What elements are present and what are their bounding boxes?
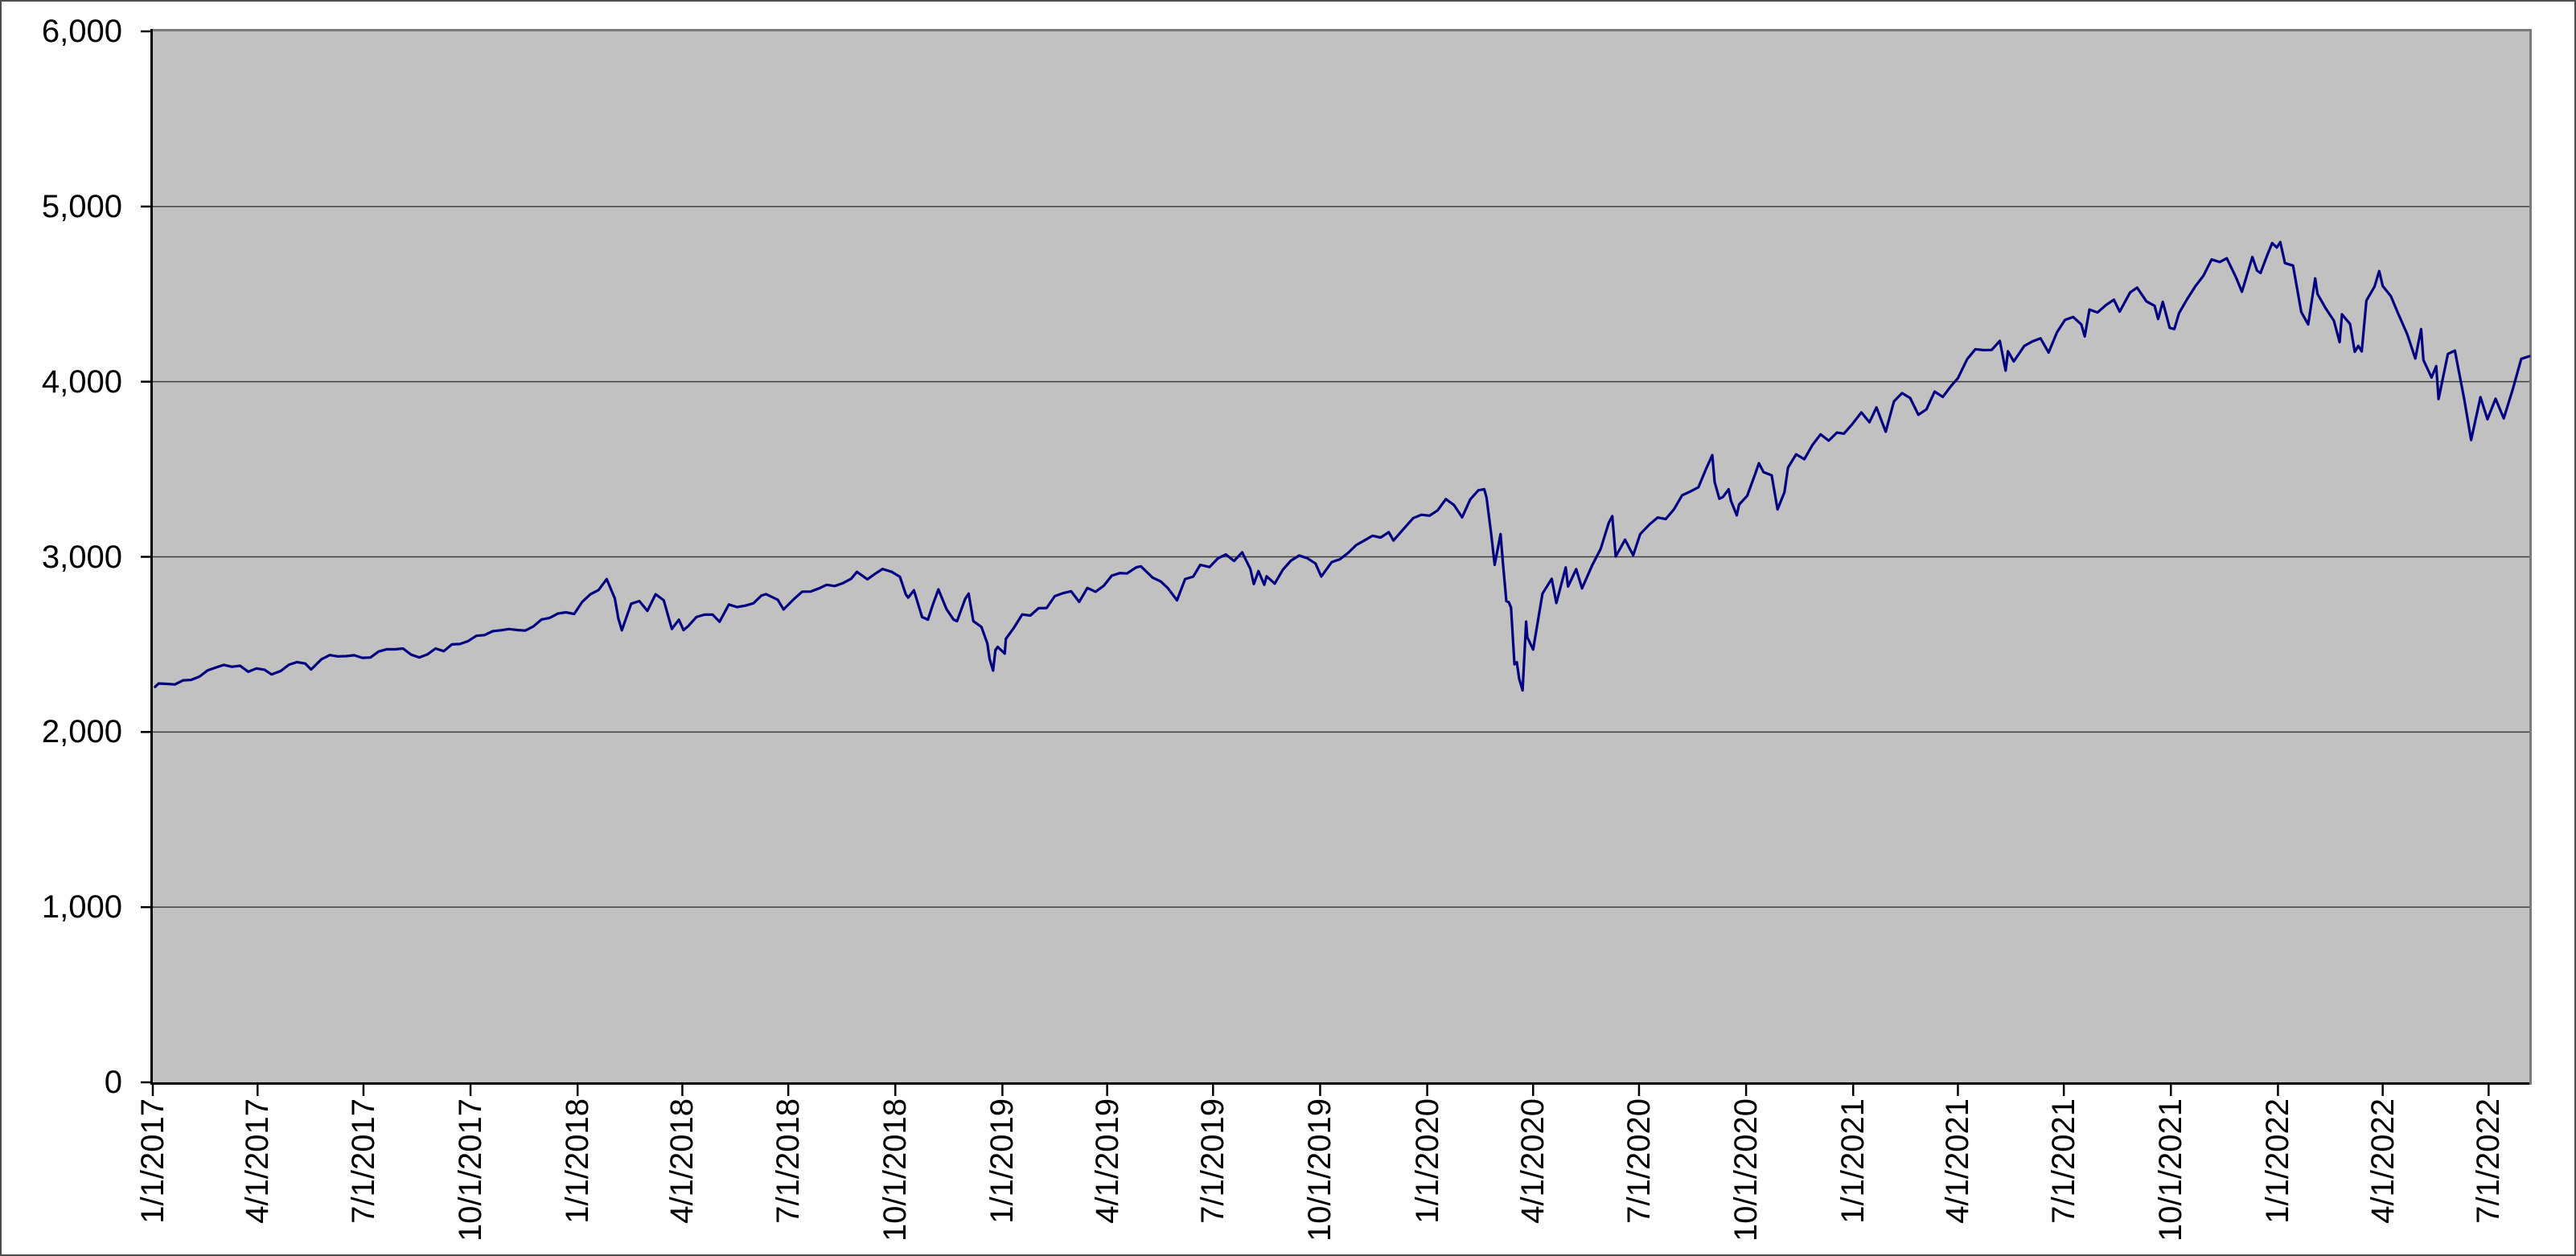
x-axis-tick-label: 1/1/2020	[1409, 1098, 1445, 1224]
y-axis-tick-label: 2,000	[41, 714, 122, 750]
x-axis-tick-label: 7/1/2018	[770, 1098, 807, 1224]
x-axis-tick-label: 10/1/2018	[877, 1098, 914, 1242]
x-axis-tick-label: 7/1/2021	[2046, 1098, 2082, 1224]
x-axis-tick-label: 4/1/2021	[1940, 1098, 1976, 1224]
y-axis-tick-label: 0	[104, 1065, 122, 1100]
x-axis-tick-label: 1/1/2017	[135, 1098, 171, 1224]
x-axis-tick-label: 10/1/2021	[2153, 1098, 2189, 1242]
x-axis-tick-label: 7/1/2019	[1195, 1098, 1231, 1224]
x-axis-tick-label: 4/1/2020	[1515, 1098, 1551, 1224]
x-axis-tick-label: 10/1/2017	[453, 1098, 489, 1242]
x-axis-tick-label: 4/1/2022	[2364, 1098, 2401, 1224]
y-axis-tick-label: 5,000	[41, 188, 122, 224]
x-axis-tick-label: 1/1/2021	[1835, 1098, 1871, 1224]
x-axis-tick-label: 1/1/2022	[2260, 1098, 2296, 1224]
price-line	[154, 240, 2531, 692]
x-axis-tick-label: 10/1/2019	[1302, 1098, 1338, 1242]
y-axis-tick-label: 4,000	[41, 363, 122, 400]
x-axis-tick-label: 4/1/2019	[1089, 1098, 1125, 1224]
x-axis-tick-label: 4/1/2018	[664, 1098, 700, 1224]
x-axis-tick-label: 1/1/2019	[984, 1098, 1021, 1224]
y-axis-tick-label: 1,000	[41, 889, 122, 926]
x-axis-tick-label: 1/1/2018	[560, 1098, 596, 1224]
x-axis-tick-label: 10/1/2020	[1728, 1098, 1765, 1242]
y-axis-tick-label: 6,000	[41, 14, 122, 49]
x-axis-tick-label: 4/1/2017	[240, 1098, 276, 1224]
x-axis-tick-label: 7/1/2017	[345, 1098, 381, 1224]
y-axis-tick-label: 3,000	[41, 539, 122, 575]
x-axis-tick-label: 7/1/2020	[1621, 1098, 1657, 1224]
x-axis-tick-label: 7/1/2022	[2471, 1098, 2507, 1224]
